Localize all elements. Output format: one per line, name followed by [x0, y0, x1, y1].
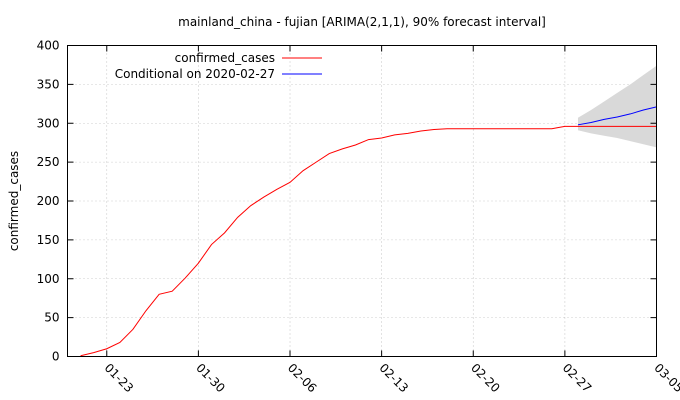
y-tick-label: 50 — [44, 311, 59, 325]
x-tick-label: 01-23 — [102, 361, 137, 396]
series-lines — [80, 106, 657, 357]
legend-label-conditional: Conditional on 2020-02-27 — [115, 67, 275, 81]
axis-ticks: 0 50 100 150 200 250 300 350 400 01-23 01-30 02-06 0… — [37, 39, 680, 396]
series-line-conditional — [577, 106, 657, 126]
y-tick-label: 0 — [52, 350, 60, 364]
legend: confirmed_cases Conditional on 2020-02-2… — [115, 51, 322, 81]
x-tick-label: 02-20 — [468, 361, 503, 396]
forecast-interval-band — [577, 65, 657, 148]
x-tick-label: 01-30 — [193, 361, 228, 396]
y-tick-label: 400 — [37, 39, 60, 53]
x-tick-label: 03-05 — [651, 361, 680, 396]
x-tick-label: 02-27 — [560, 361, 595, 396]
y-tick-label: 150 — [37, 233, 60, 247]
y-tick-label: 250 — [37, 155, 60, 169]
y-tick-label: 100 — [37, 272, 60, 286]
x-tick-label: 02-13 — [377, 361, 412, 396]
y-tick-label: 350 — [37, 77, 60, 91]
chart-title: mainland_china - fujian [ARIMA(2,1,1), 9… — [178, 15, 546, 29]
series-line-confirmed-cases — [80, 125, 657, 357]
forecast-interval — [577, 65, 657, 148]
y-tick-label: 200 — [37, 194, 60, 208]
x-tick-label: 02-06 — [285, 361, 320, 396]
legend-label-confirmed-cases: confirmed_cases — [175, 51, 275, 65]
y-axis-label: confirmed_cases — [7, 151, 21, 251]
y-tick-label: 300 — [37, 116, 60, 130]
grid-lines — [67, 45, 657, 357]
